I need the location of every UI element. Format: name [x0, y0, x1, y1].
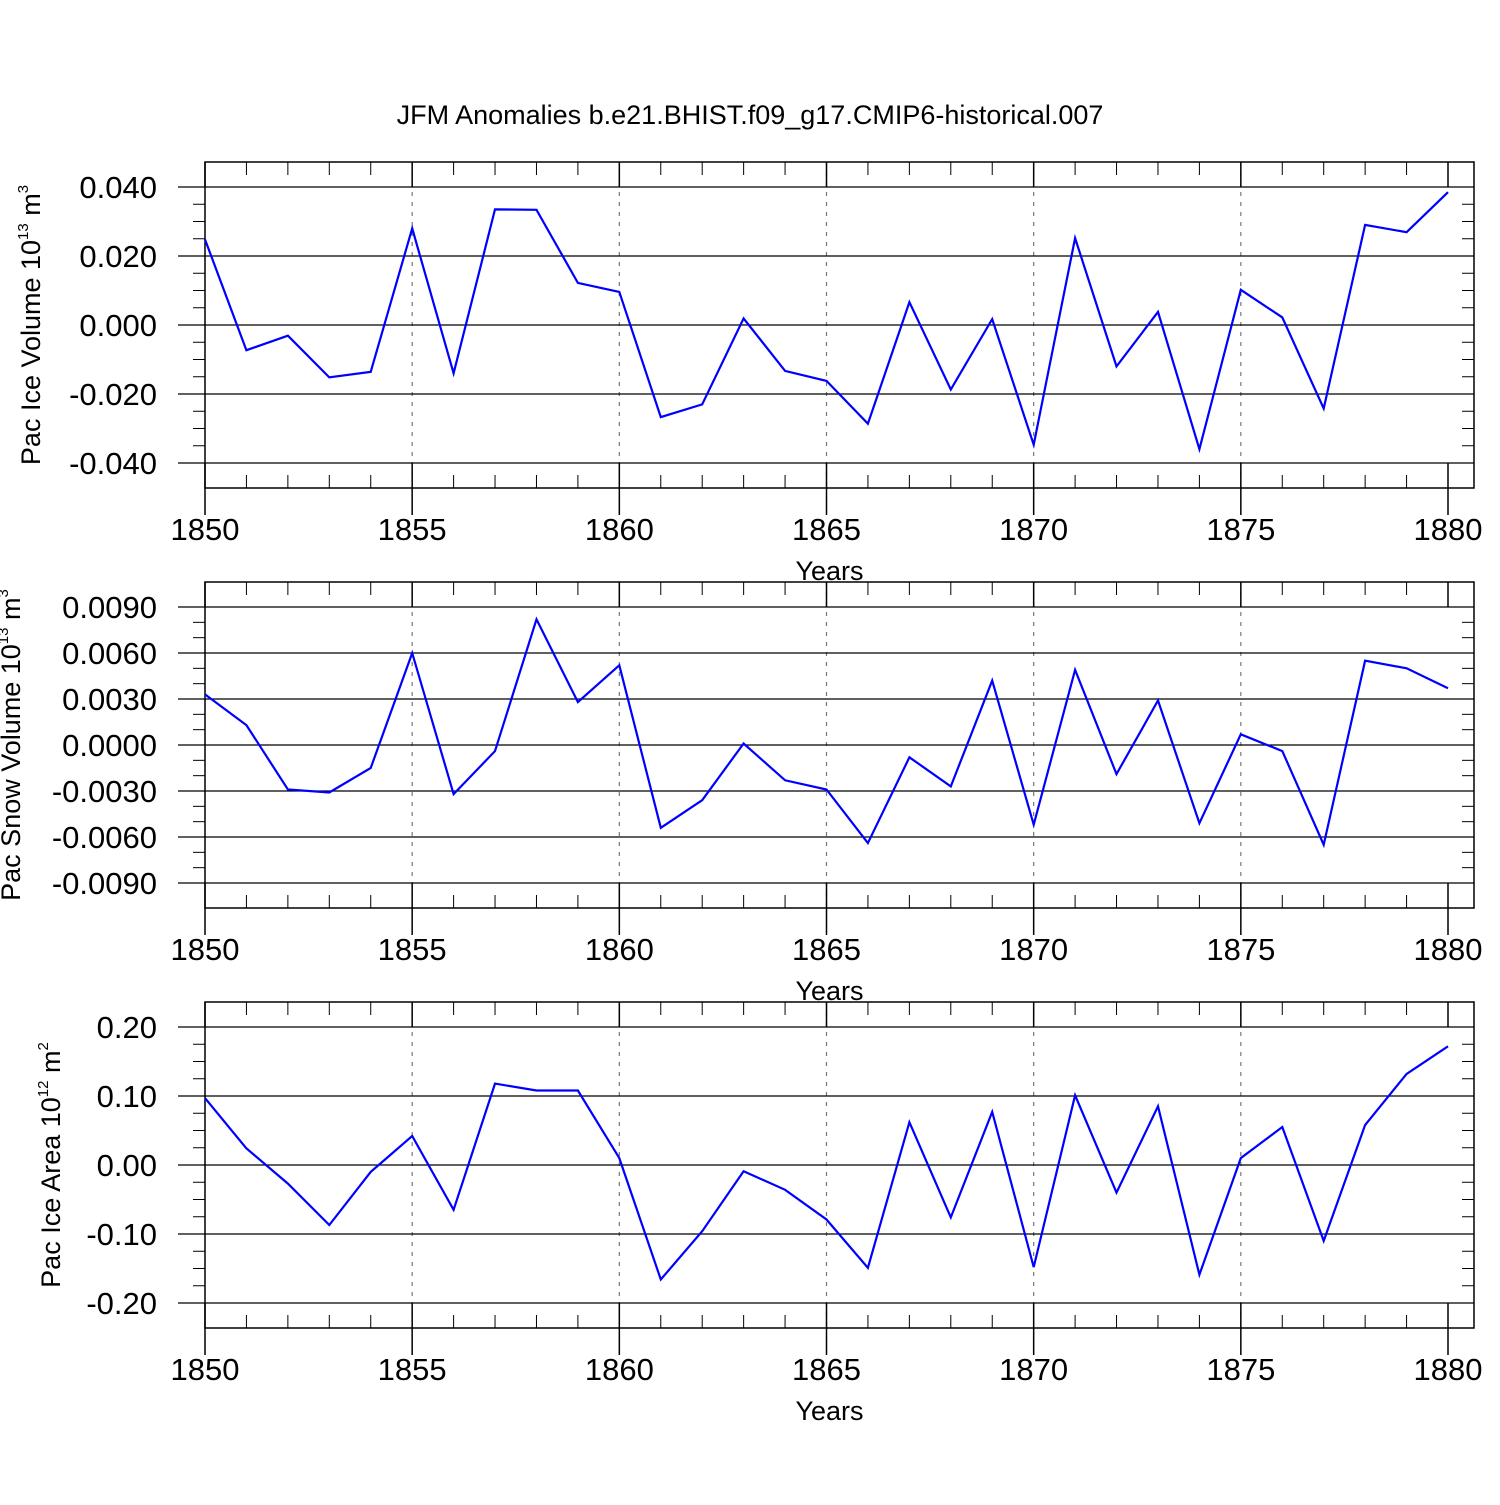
x-tick-label: 1865	[792, 1352, 861, 1387]
y-tick-label: 0.020	[79, 239, 157, 274]
y-axis-label: Pac Ice Area 1012 m2	[35, 1042, 66, 1288]
x-axis-label: Years	[795, 1396, 863, 1426]
y-tick-label: 0.040	[79, 170, 157, 205]
y-tick-label: 0.0090	[62, 590, 157, 625]
x-tick-label: 1870	[999, 1352, 1068, 1387]
y-tick-label: -0.020	[69, 377, 157, 412]
x-tick-label: 1880	[1414, 512, 1483, 547]
y-axis-label: Pac Snow Volume 1013 m3	[0, 589, 26, 901]
panel-2: -0.0090 -0.0060 -0.0030 0.0000 0.0030 0.0060 0…	[0, 582, 1482, 1006]
x-tick-label: 1850	[171, 512, 240, 547]
y-tick-label: -0.0090	[52, 866, 157, 901]
y-tick-label: -0.10	[86, 1217, 157, 1252]
x-tick-label: 1850	[171, 932, 240, 967]
x-tick-label: 1865	[792, 932, 861, 967]
x-tick-label: 1860	[585, 1352, 654, 1387]
series-line	[205, 192, 1448, 449]
x-tick-label: 1870	[999, 932, 1068, 967]
y-tick-label: -0.0060	[52, 820, 157, 855]
x-tick-label: 1860	[585, 512, 654, 547]
y-tick-label: 0.10	[97, 1079, 157, 1114]
panel-3: -0.20 -0.10 0.00 0.10 0.20 1850 1855 1860 1865 18…	[35, 1002, 1482, 1426]
x-tick-label: 1875	[1206, 1352, 1275, 1387]
y-tick-label: 0.20	[97, 1010, 157, 1045]
x-tick-label: 1865	[792, 512, 861, 547]
x-tick-label: 1875	[1206, 932, 1275, 967]
y-tick-label: 0.0060	[62, 636, 157, 671]
x-tick-label: 1870	[999, 512, 1068, 547]
x-tick-label: 1855	[378, 932, 447, 967]
x-tick-label: 1855	[378, 1352, 447, 1387]
x-tick-label: 1850	[171, 1352, 240, 1387]
y-tick-label: 0.0030	[62, 682, 157, 717]
y-tick-label: -0.040	[69, 446, 157, 481]
y-tick-label: 0.000	[79, 308, 157, 343]
y-tick-label: -0.20	[86, 1286, 157, 1321]
x-tick-label: 1875	[1206, 512, 1275, 547]
y-tick-label: 0.0000	[62, 728, 157, 763]
figure-title: JFM Anomalies b.e21.BHIST.f09_g17.CMIP6-…	[397, 100, 1104, 130]
x-tick-label: 1860	[585, 932, 654, 967]
x-tick-label: 1855	[378, 512, 447, 547]
y-axis-label: Pac Ice Volume 1013 m3	[15, 185, 46, 465]
y-tick-label: 0.00	[97, 1148, 157, 1183]
x-tick-label: 1880	[1414, 932, 1483, 967]
y-tick-label: -0.0030	[52, 774, 157, 809]
x-tick-label: 1880	[1414, 1352, 1483, 1387]
panel-1: -0.040 -0.020 0.000 0.020 0.040 1850 1855 1860 1…	[15, 162, 1482, 586]
